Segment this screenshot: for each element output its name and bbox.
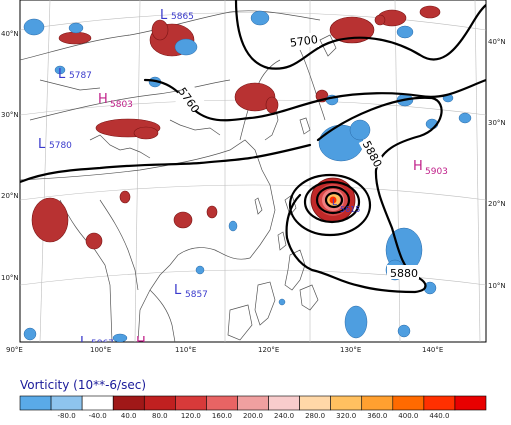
- legend-tick: 400.0: [398, 412, 418, 420]
- legend-tick: 40.0: [121, 412, 137, 420]
- lat-label: 30°N: [1, 111, 19, 119]
- legend-tick: 120.0: [181, 412, 201, 420]
- legend-swatch: [206, 395, 238, 411]
- legend-tick: 320.0: [336, 412, 356, 420]
- legend-colorbar: [19, 395, 487, 411]
- lat-label: 40°N: [488, 38, 506, 46]
- latitude-labels-left: 40°N 30°N 20°N 10°N: [1, 30, 19, 282]
- legend-swatch: [50, 395, 83, 411]
- contour-typhoon-core: [324, 191, 344, 209]
- lon-label: 110°E: [175, 346, 196, 354]
- low-letter: L: [160, 8, 168, 23]
- low-value: 5867: [91, 339, 114, 349]
- legend-swatch: [361, 395, 394, 411]
- contour-typhoon-mid: [303, 180, 361, 224]
- low-value: 5780: [49, 141, 72, 151]
- pressure-centers: L 5865 L 5787 L 5780 L 5857 L 5615 L 586…: [38, 8, 448, 350]
- lon-label: 120°E: [258, 346, 279, 354]
- legend-swatch: [392, 395, 425, 411]
- legend-swatch: [175, 395, 207, 411]
- contour-typhoon-inner: [315, 185, 351, 215]
- lat-label: 30°N: [488, 119, 506, 127]
- legend-swatch: [454, 395, 487, 411]
- contour-5700: [234, 0, 486, 70]
- low-letter: L: [80, 335, 88, 350]
- vorticity-legend: Vorticity (10**-6/sec) -80.0 -40.0 40.0 80.…: [19, 378, 487, 420]
- legend-swatch: [143, 395, 176, 411]
- legend-swatch: [268, 395, 300, 411]
- contour-label: 5880: [390, 267, 418, 280]
- legend-tick: 240.0: [274, 412, 294, 420]
- legend-swatch: [423, 395, 456, 411]
- legend-tick: 360.0: [367, 412, 387, 420]
- latitude-labels-right: 40°N 30°N 20°N 10°N: [488, 38, 506, 290]
- legend-swatch: [81, 395, 114, 411]
- low-letter: L: [38, 137, 46, 152]
- longitude-labels: 90°E 100°E 110°E 120°E 130°E 140°E: [6, 346, 443, 354]
- legend-tick: 160.0: [212, 412, 232, 420]
- height-contours: [20, 0, 486, 294]
- high-letter: H: [136, 335, 146, 350]
- lat-label: 20°N: [1, 192, 19, 200]
- legend-swatch: [237, 395, 269, 411]
- legend-tick: 200.0: [243, 412, 263, 420]
- legend-title: Vorticity (10**-6/sec): [20, 378, 146, 392]
- low-value: 5865: [171, 12, 194, 22]
- high-letter: H: [413, 159, 423, 174]
- legend-swatch: [112, 395, 145, 411]
- map-frame: [19, 0, 487, 343]
- lat-label: 40°N: [1, 30, 19, 38]
- legend-tick-labels: -80.0 -40.0 40.0 80.0 120.0 160.0 200.0 240.0 28…: [58, 412, 450, 420]
- high-value: 5903: [425, 167, 448, 177]
- low-letter: L: [332, 198, 337, 208]
- legend-tick: -80.0: [58, 412, 76, 420]
- lon-label: 130°E: [340, 346, 361, 354]
- lon-label: 100°E: [90, 346, 111, 354]
- legend-tick: 80.0: [152, 412, 168, 420]
- positive-vorticity-areas: [31, 5, 441, 250]
- lat-label: 20°N: [488, 200, 506, 208]
- legend-swatch: [299, 395, 331, 411]
- legend-swatch: [19, 395, 52, 411]
- lat-label: 10°N: [488, 282, 506, 290]
- lat-label: 10°N: [1, 274, 19, 282]
- contour-5880-west: [20, 143, 312, 184]
- low-value: 5787: [69, 71, 92, 81]
- low-value: 5857: [185, 290, 208, 300]
- contour-typhoon-outer: [288, 173, 372, 237]
- legend-swatch: [330, 395, 363, 411]
- low-letter: L: [58, 67, 66, 82]
- legend-tick: 280.0: [305, 412, 325, 420]
- low-value: 5615: [340, 205, 360, 214]
- legend-tick: 440.0: [429, 412, 449, 420]
- high-value: 5803: [110, 100, 133, 110]
- lon-label: 140°E: [422, 346, 443, 354]
- legend-tick: -40.0: [89, 412, 107, 420]
- contour-label: 5700: [289, 33, 319, 50]
- high-letter: H: [98, 92, 108, 107]
- lon-label: 90°E: [6, 346, 23, 354]
- low-letter: L: [174, 283, 182, 298]
